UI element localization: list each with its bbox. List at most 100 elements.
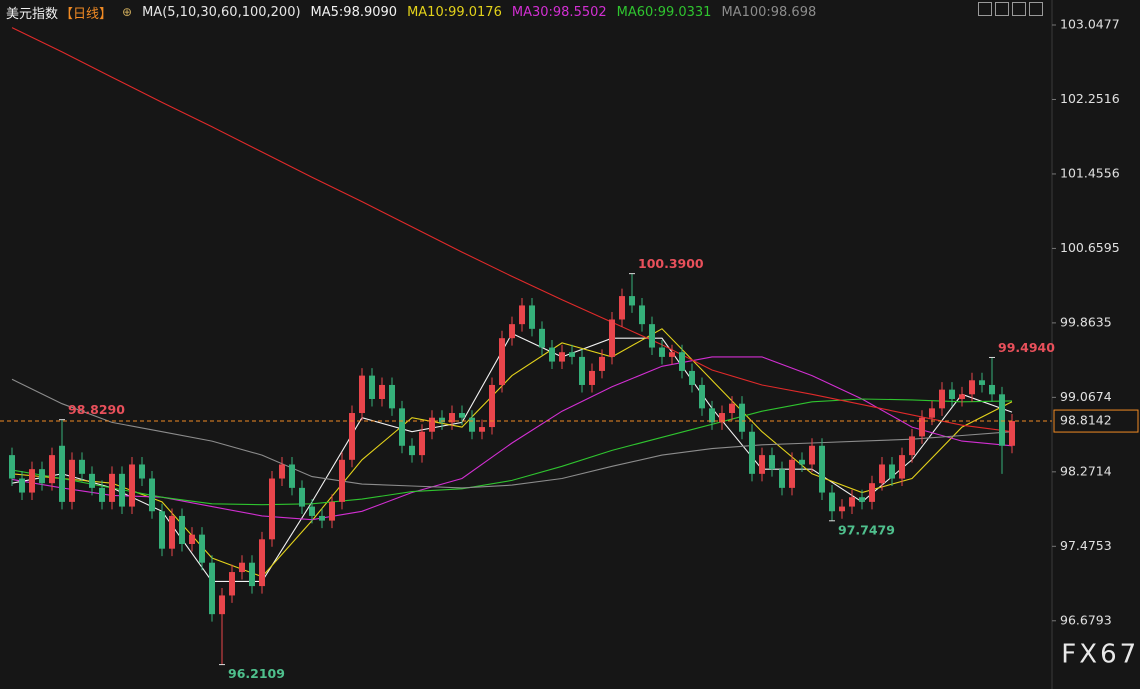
- high-label: 98.8290: [68, 402, 125, 417]
- legend-entry: MA30:98.5502: [511, 4, 607, 20]
- candle-body: [99, 487, 105, 502]
- candle-body: [489, 384, 495, 428]
- candle-body: [69, 459, 75, 502]
- tool-button[interactable]: [1029, 2, 1043, 16]
- candle-body: [409, 445, 415, 456]
- tool-button[interactable]: [995, 2, 1009, 16]
- candle-body: [29, 469, 35, 493]
- candle-body: [989, 384, 995, 395]
- y-tick-label: 102.2516: [1060, 91, 1120, 106]
- candle-body: [609, 319, 615, 357]
- y-tick-label: 99.0674: [1060, 389, 1112, 404]
- candle-body: [39, 469, 45, 484]
- candle-body: [319, 515, 325, 521]
- candle-body: [289, 464, 295, 488]
- candle-body: [789, 459, 795, 488]
- candle-body: [669, 352, 675, 357]
- ma-line: [11, 328, 1013, 578]
- candle-body: [519, 305, 525, 325]
- candle-body: [239, 562, 245, 573]
- candle-body: [629, 296, 635, 306]
- legend-entry: MA5:98.9090: [310, 4, 398, 20]
- candle-body: [849, 497, 855, 507]
- candle-body: [49, 455, 55, 484]
- last-price-label: 98.8142: [1060, 413, 1112, 428]
- candle-body: [349, 413, 355, 460]
- header: 美元指数 【日线】 ⊕ MA(5,10,30,60,100,200) MA5:9…: [6, 3, 817, 22]
- toolbar: [978, 2, 1043, 16]
- indicator[interactable]: MA(5,10,30,60,100,200): [142, 4, 301, 20]
- candle-body: [719, 413, 725, 423]
- candle-body: [739, 403, 745, 432]
- candle-body: [559, 352, 565, 362]
- candle-body: [999, 394, 1005, 446]
- high-label: 100.3900: [638, 256, 704, 271]
- candle-body: [639, 305, 645, 325]
- legend-entry: MA10:99.0176: [407, 4, 502, 20]
- legend-entry: MA60:99.0331: [616, 4, 712, 20]
- candle-body: [769, 455, 775, 470]
- candle-body: [659, 347, 665, 357]
- candle-body: [869, 483, 875, 502]
- y-tick-label: 96.6793: [1060, 612, 1112, 627]
- candle-body: [899, 455, 905, 479]
- candle-body: [279, 464, 285, 479]
- candle-body: [919, 417, 925, 437]
- candle-body: [499, 338, 505, 385]
- y-tick-label: 97.4753: [1060, 538, 1112, 553]
- candle-body: [399, 408, 405, 446]
- candle-body: [949, 389, 955, 399]
- candle-body: [309, 506, 315, 516]
- candle-body: [89, 473, 95, 488]
- candle-body: [219, 595, 225, 615]
- candle-body: [379, 384, 385, 399]
- candle-body: [779, 469, 785, 488]
- candle-body: [689, 370, 695, 385]
- candle-body: [169, 515, 175, 549]
- candle-body: [59, 445, 65, 502]
- candle-body: [439, 417, 445, 423]
- y-tick-label: 99.8635: [1060, 314, 1112, 329]
- candle-body: [819, 445, 825, 493]
- candle-body: [159, 511, 165, 549]
- candle-body: [129, 464, 135, 507]
- chart-title: 美元指数: [6, 6, 59, 22]
- add-icon[interactable]: ⊕: [122, 5, 133, 19]
- candle-body: [199, 534, 205, 563]
- ma-line: [11, 398, 1013, 506]
- candle-body: [109, 473, 115, 502]
- low-label: 96.2109: [228, 666, 285, 681]
- watermark: FX678: [1061, 640, 1140, 670]
- candle-body: [269, 478, 275, 540]
- candle-body: [329, 501, 335, 521]
- candle-body: [19, 478, 25, 493]
- candle-body: [259, 539, 265, 587]
- candle-body: [959, 394, 965, 399]
- candle-body: [929, 408, 935, 418]
- low-label: 97.7479: [838, 522, 895, 537]
- tool-button[interactable]: [978, 2, 992, 16]
- candle-body: [1009, 421, 1015, 446]
- candle-body: [479, 427, 485, 432]
- high-label: 99.4940: [998, 340, 1055, 355]
- candle-body: [699, 384, 705, 409]
- ma-line: [11, 27, 1013, 433]
- candle-body: [839, 506, 845, 512]
- candle-body: [879, 464, 885, 484]
- candle-body: [939, 389, 945, 409]
- candles: [9, 273, 1015, 665]
- legend-entry: MA100:98.698: [721, 4, 817, 20]
- candle-body: [209, 562, 215, 615]
- candle-body: [619, 296, 625, 320]
- candle-body: [679, 352, 685, 371]
- tool-button[interactable]: [1012, 2, 1026, 16]
- candle-body: [799, 459, 805, 465]
- legend: MA5:98.9090 MA10:99.0176 MA30:98.5502 MA60:…: [311, 5, 817, 20]
- candle-body: [509, 324, 515, 339]
- candle-body: [139, 464, 145, 479]
- candle-body: [249, 562, 255, 587]
- ma-line: [11, 378, 1013, 489]
- period[interactable]: 【日线】: [60, 6, 113, 22]
